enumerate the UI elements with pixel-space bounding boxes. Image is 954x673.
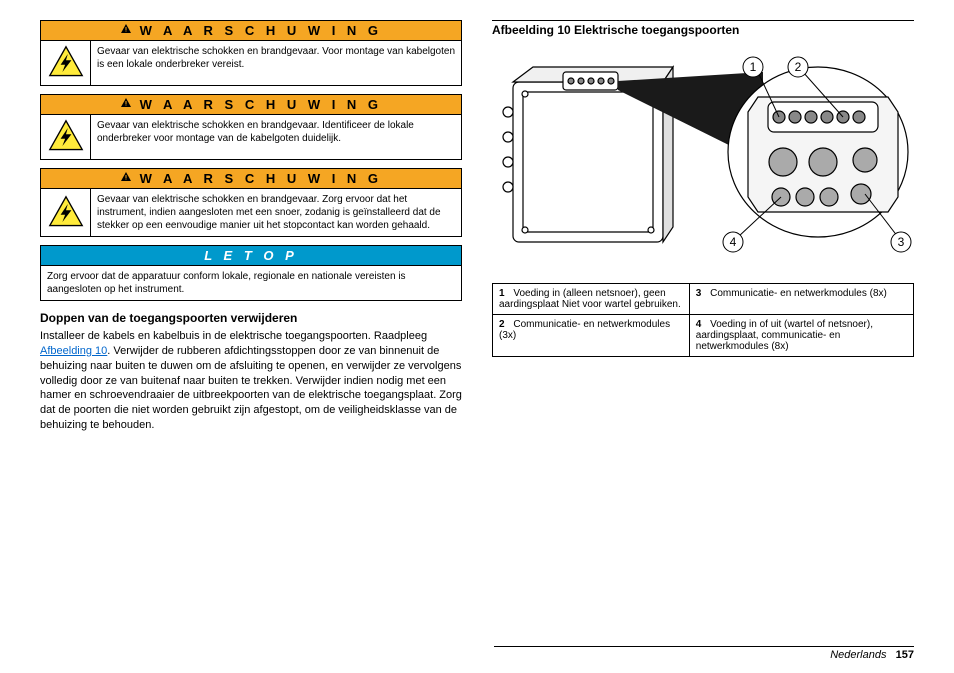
body-paragraph: Installeer de kabels en kabelbuis in de … bbox=[40, 329, 462, 433]
warning-box-3: W A A R S C H U W I N G Gevaar van elekt… bbox=[40, 168, 462, 237]
legend-text-3: Communicatie- en netwerkmodules (8x) bbox=[710, 288, 887, 299]
warning-header-1: W A A R S C H U W I N G bbox=[41, 21, 461, 41]
notice-box: L E T O P Zorg ervoor dat de apparatuur … bbox=[40, 245, 462, 301]
warning-body-3: Gevaar van elektrische schokken en brand… bbox=[41, 189, 461, 236]
legend-cell-2: 2 Communicatie- en netwerkmodules (3x) bbox=[493, 315, 690, 357]
warning-text-1: Gevaar van elektrische schokken en brand… bbox=[91, 41, 461, 85]
footer-page-number: 157 bbox=[896, 649, 914, 661]
warning-triangle-icon bbox=[120, 97, 132, 112]
legend-num-2: 2 bbox=[499, 319, 511, 330]
legend-row-1: 1 Voeding in (alleen netsnoer), geen aar… bbox=[493, 284, 914, 315]
legend-text-2: Communicatie- en netwerkmodules (3x) bbox=[499, 319, 670, 341]
page-columns: W A A R S C H U W I N G Gevaar van elekt… bbox=[40, 20, 914, 433]
legend-text-4: Voeding in of uit (wartel of netsnoer), … bbox=[696, 319, 873, 352]
figure-link[interactable]: Afbeelding 10 bbox=[40, 345, 107, 357]
figure-image: 1 2 3 4 bbox=[492, 42, 914, 275]
warning-header-3: W A A R S C H U W I N G bbox=[41, 169, 461, 189]
warning-header-2: W A A R S C H U W I N G bbox=[41, 95, 461, 115]
svg-text:3: 3 bbox=[898, 235, 905, 249]
warning-title-1: W A A R S C H U W I N G bbox=[140, 23, 382, 38]
legend-num-4: 4 bbox=[696, 319, 708, 330]
body-before-link: Installeer de kabels en kabelbuis in de … bbox=[40, 330, 427, 342]
body-after-link: . Verwijder de rubberen afdichtingsstopp… bbox=[40, 345, 462, 431]
legend-table: 1 Voeding in (alleen netsnoer), geen aar… bbox=[492, 283, 914, 357]
shock-icon bbox=[48, 195, 84, 231]
notice-text: Zorg ervoor dat de apparatuur conform lo… bbox=[41, 266, 461, 300]
section-title: Doppen van de toegangspoorten verwijdere… bbox=[40, 311, 462, 325]
svg-text:4: 4 bbox=[730, 235, 737, 249]
legend-num-3: 3 bbox=[696, 288, 708, 299]
svg-text:2: 2 bbox=[795, 60, 802, 74]
legend-num-1: 1 bbox=[499, 288, 511, 299]
warning-triangle-icon bbox=[120, 23, 132, 38]
warning-body-1: Gevaar van elektrische schokken en brand… bbox=[41, 41, 461, 85]
page-footer: Nederlands 157 bbox=[494, 646, 914, 661]
warning-box-1: W A A R S C H U W I N G Gevaar van elekt… bbox=[40, 20, 462, 86]
legend-cell-4: 4 Voeding in of uit (wartel of netsnoer)… bbox=[689, 315, 913, 357]
figure-title: Afbeelding 10 Elektrische toegangspoorte… bbox=[492, 20, 914, 37]
warning-text-2: Gevaar van elektrische schokken en brand… bbox=[91, 115, 461, 159]
right-column: Afbeelding 10 Elektrische toegangspoorte… bbox=[492, 20, 914, 433]
shock-icon bbox=[48, 45, 84, 81]
shock-icon bbox=[48, 119, 84, 155]
legend-text-1: Voeding in (alleen netsnoer), geen aardi… bbox=[499, 288, 681, 310]
shock-icon-cell-3 bbox=[41, 189, 91, 236]
warning-title-3: W A A R S C H U W I N G bbox=[140, 171, 382, 186]
svg-text:1: 1 bbox=[750, 60, 757, 74]
warning-triangle-icon bbox=[120, 171, 132, 186]
left-column: W A A R S C H U W I N G Gevaar van elekt… bbox=[40, 20, 462, 433]
legend-row-2: 2 Communicatie- en netwerkmodules (3x) 4… bbox=[493, 315, 914, 357]
shock-icon-cell-1 bbox=[41, 41, 91, 85]
warning-text-3: Gevaar van elektrische schokken en brand… bbox=[91, 189, 461, 236]
warning-body-2: Gevaar van elektrische schokken en brand… bbox=[41, 115, 461, 159]
legend-cell-1: 1 Voeding in (alleen netsnoer), geen aar… bbox=[493, 284, 690, 315]
legend-cell-3: 3 Communicatie- en netwerkmodules (8x) bbox=[689, 284, 913, 315]
warning-title-2: W A A R S C H U W I N G bbox=[140, 97, 382, 112]
shock-icon-cell-2 bbox=[41, 115, 91, 159]
warning-box-2: W A A R S C H U W I N G Gevaar van elekt… bbox=[40, 94, 462, 160]
footer-language: Nederlands bbox=[830, 649, 886, 661]
notice-header: L E T O P bbox=[41, 246, 461, 266]
